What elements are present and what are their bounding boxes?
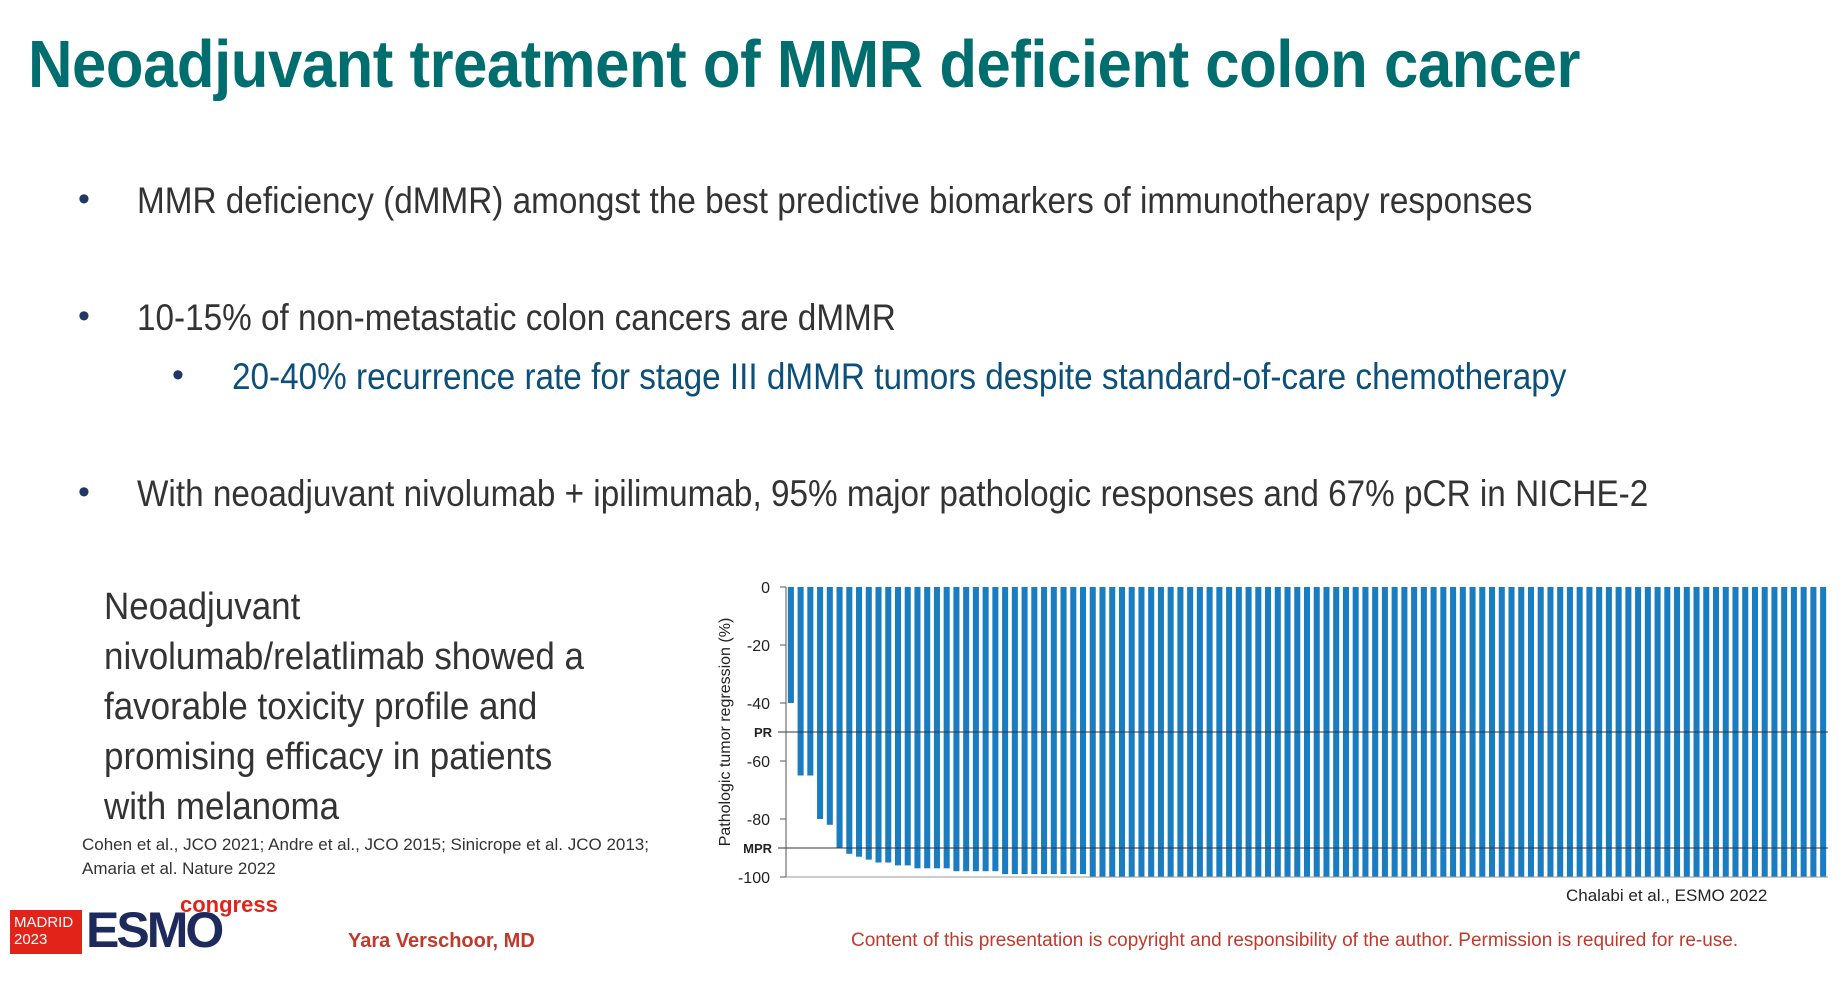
bullet-dot: • — [172, 356, 184, 394]
references: Cohen et al., JCO 2021; Andre et al., JC… — [82, 835, 649, 878]
esmo-logo: MADRID 2023 ESMO congress — [10, 892, 280, 958]
author-name: Yara Verschoor, MD — [348, 930, 535, 952]
bar — [885, 587, 892, 863]
y-tick-label: -60 — [747, 754, 770, 771]
slide-title: Neoadjuvant treatment of MMR deficient c… — [28, 27, 1581, 102]
bullet-dot: • — [78, 180, 90, 218]
reference-line-label: MPR — [743, 841, 773, 856]
chart-source: Chalabi et al., ESMO 2022 — [1566, 886, 1768, 905]
bar — [865, 587, 872, 860]
bar — [914, 587, 921, 869]
bar — [982, 587, 989, 872]
y-tick-label: -100 — [738, 870, 770, 887]
bar — [1041, 587, 1048, 875]
bullet-text: MMR deficiency (dMMR) amongst the best p… — [137, 180, 1533, 221]
bar — [1011, 587, 1018, 875]
bar — [933, 587, 940, 869]
bar — [797, 587, 804, 776]
y-tick-label: -20 — [747, 638, 770, 655]
bar — [826, 587, 833, 825]
bar — [972, 587, 979, 872]
bar — [953, 587, 960, 872]
y-tick-label: -40 — [747, 696, 770, 713]
bar — [846, 587, 853, 854]
bar — [1021, 587, 1028, 875]
bar — [817, 587, 824, 819]
bar — [963, 587, 970, 872]
bar — [1079, 587, 1087, 875]
bullet-text: 20-40% recurrence rate for stage III dMM… — [232, 356, 1567, 397]
chart-canvas: PR MPR 0 -20 -40 -60 -80 -100 Pathologic tumor r… — [717, 580, 1828, 887]
copyright-notice: Content of this presentation is copyrigh… — [851, 930, 1739, 951]
side-note: Neoadjuvant nivolumab/relatlimab showed … — [104, 586, 584, 828]
bar — [992, 587, 999, 872]
bar — [1060, 587, 1067, 875]
bar — [1050, 587, 1057, 875]
bar — [787, 587, 794, 703]
bullet-text: 10-15% of non-metastatic colon cancers a… — [137, 297, 896, 338]
bullet-dot: • — [78, 297, 90, 335]
logo-city: MADRID — [14, 914, 74, 931]
bar — [904, 587, 911, 866]
logo-city-badge: MADRID 2023 — [10, 910, 82, 954]
logo-suffix: congress — [180, 892, 278, 917]
reference-line-label: PR — [754, 725, 773, 740]
bar — [836, 587, 843, 848]
y-tick-label: -80 — [747, 812, 770, 829]
logo-brand: ESMO — [86, 902, 224, 958]
bar — [1031, 587, 1038, 875]
bar — [924, 587, 931, 869]
y-tick-label: 0 — [761, 580, 770, 597]
bar — [1002, 587, 1009, 875]
logo-year: 2023 — [14, 931, 48, 948]
bullet-text: With neoadjuvant nivolumab + ipilimumab,… — [137, 473, 1649, 514]
bar — [1070, 587, 1077, 875]
waterfall-chart: PR MPR 0 -20 -40 -60 -80 -100 Pathologic tumor r… — [700, 575, 1840, 905]
bullet-dot: • — [78, 473, 90, 511]
bar — [856, 587, 863, 857]
bar — [894, 587, 902, 866]
y-axis-label: Pathologic tumor regression (%) — [717, 618, 734, 847]
bar — [807, 587, 814, 776]
bar — [875, 587, 882, 863]
bar — [943, 587, 950, 869]
